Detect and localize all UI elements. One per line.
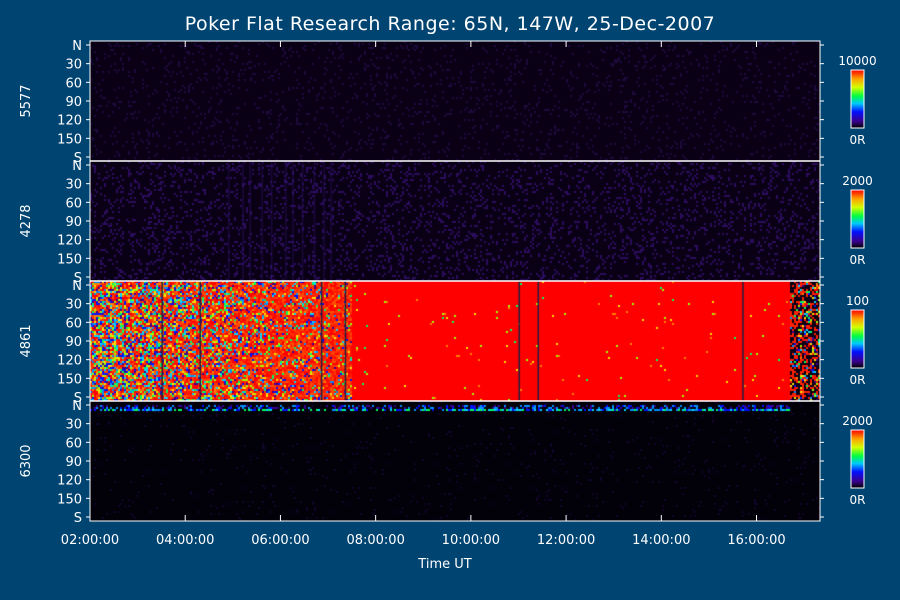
x-axis: 02:00:00 04:00:00 06:00:00 08:00:00 10:00:00… [61,41,786,548]
x-tick-label: 04:00:00 [156,533,214,548]
y-tick-label: N [72,279,82,294]
y-tick-label: S [74,391,82,406]
colorbar-4278 [850,189,865,249]
y-tick-label: 90 [65,335,82,350]
y-tick-label: 60 [65,316,82,331]
y-tick-label: 30 [65,298,82,313]
y-tick-label: 30 [65,58,82,73]
colorbar-min-label: 0R [850,133,866,147]
panel-6300-image [90,401,820,521]
colorbar-max-label: 10000 [838,54,876,68]
y-tick-label: N [72,39,82,54]
y-tick-label: 90 [65,215,82,230]
x-tick-label: 16:00:00 [727,533,785,548]
x-tick-label: 12:00:00 [537,533,595,548]
colorbar-max-label: 2000 [842,414,873,428]
x-tick-label: 14:00:00 [632,533,690,548]
x-tick-label: 06:00:00 [251,533,309,548]
panels: N 30 60 90 120 150 S 5577 10000 0R N 30 60 90 120 150 S 4… [19,39,877,526]
y-tick-label: 90 [65,95,82,110]
y-tick-label: S [74,271,82,286]
colorbar-min-label: 0R [850,373,866,387]
y-tick-label: 120 [57,474,82,489]
panel-label-6300: 6300 [19,444,34,477]
panel-label-4861: 4861 [19,324,34,357]
y-tick-label: 30 [65,178,82,193]
y-tick-label: 90 [65,455,82,470]
y-tick-label: 150 [57,372,82,387]
panel-4861: N 30 60 90 120 150 S 4861 100 0R [19,279,869,406]
panel-5577-image [90,41,820,161]
y-tick-label: 60 [65,436,82,451]
colorbar-min-label: 0R [850,493,866,507]
panel-5577: N 30 60 90 120 150 S 5577 10000 0R [19,39,877,166]
x-tick-label: 02:00:00 [61,533,119,548]
y-tick-label: 150 [57,132,82,147]
panel-4278-image [90,161,820,281]
panel-label-4278: 4278 [19,204,34,237]
y-tick-label: N [72,399,82,414]
colorbar-5577 [850,69,865,129]
y-tick-label: 60 [65,196,82,211]
chart-title: Poker Flat Research Range: 65N, 147W, 25… [185,13,716,35]
panel-6300: N 30 60 90 120 150 S 6300 2000 0R [19,399,873,526]
panel-4278: N 30 60 90 120 150 S 4278 2000 0R [19,159,873,286]
y-tick-label: 120 [57,354,82,369]
colorbar-6300 [850,429,865,489]
y-tick-label: 120 [57,234,82,249]
panel-label-5577: 5577 [19,84,34,117]
y-tick-label: 60 [65,76,82,91]
colorbar-min-label: 0R [850,253,866,267]
y-tick-label: 150 [57,492,82,507]
y-tick-label: S [74,511,82,526]
colorbar-max-label: 100 [846,294,869,308]
y-tick-label: 30 [65,418,82,433]
x-tick-label: 08:00:00 [346,533,404,548]
y-tick-label: N [72,159,82,174]
y-tick-label: S [74,151,82,166]
y-tick-label: 150 [57,252,82,267]
panel-4861-image [90,281,820,401]
colorbar-4861 [850,309,865,369]
colorbar-max-label: 2000 [842,174,873,188]
y-tick-label: 120 [57,114,82,129]
x-axis-title: Time UT [417,557,471,572]
x-tick-label: 10:00:00 [442,533,500,548]
